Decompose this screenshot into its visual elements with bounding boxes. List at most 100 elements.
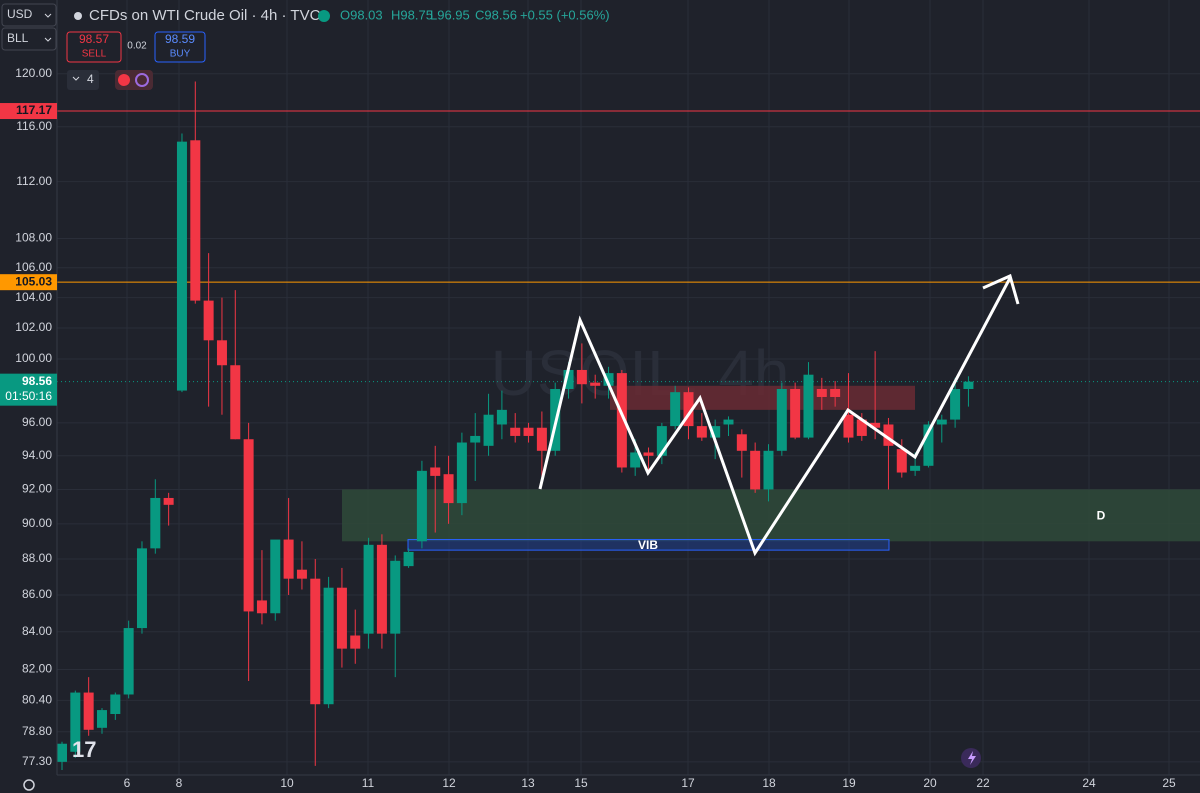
candle-body <box>96 710 107 728</box>
candle-body <box>630 452 641 468</box>
exchange: BLL <box>7 31 29 45</box>
y-tick-label: 94.00 <box>22 448 52 462</box>
price-level-badge <box>0 373 57 406</box>
countdown: 01:50:16 <box>5 389 52 403</box>
zone <box>342 489 1200 542</box>
tv-logo: 17 <box>72 737 96 762</box>
candle-body <box>510 427 521 436</box>
candle-body <box>496 409 507 425</box>
y-tick-label: 120.00 <box>15 66 52 80</box>
zone <box>610 385 915 410</box>
indicators-toggle[interactable] <box>67 70 99 90</box>
price-level-label: 105.03 <box>15 274 52 288</box>
y-tick-label: 86.00 <box>22 587 52 601</box>
candle-body <box>323 587 334 705</box>
ohlc-low: L96.95 <box>430 7 470 22</box>
sell-button[interactable] <box>66 31 122 63</box>
candle-body <box>443 474 454 504</box>
symbol-title[interactable]: CFDs on WTI Crude Oil · 4h · TVC <box>89 7 321 24</box>
candle-body <box>83 692 94 730</box>
y-tick-label: 96.00 <box>22 415 52 429</box>
price-level-label: 117.17 <box>16 103 52 117</box>
candle-body <box>256 600 267 614</box>
x-tick-label: 19 <box>842 776 856 790</box>
candle-body <box>230 365 241 440</box>
x-tick-label: 18 <box>762 776 776 790</box>
chevron <box>44 13 52 18</box>
candle-body <box>363 544 374 634</box>
annotation-arrowhead <box>982 273 1020 305</box>
candle-body <box>310 578 321 705</box>
y-tick-label: 92.00 <box>22 482 52 496</box>
candle-body <box>283 539 294 579</box>
candle-body <box>270 539 281 614</box>
candle-body <box>736 434 747 451</box>
y-tick-label: 100.00 <box>15 351 52 365</box>
candle-body <box>763 450 774 490</box>
symbol-icon <box>74 12 82 20</box>
candle-body <box>456 442 467 504</box>
candle-body <box>696 426 707 438</box>
candle-body <box>910 465 921 471</box>
candle-body <box>616 373 627 468</box>
price-level-label: 98.56 <box>22 374 52 388</box>
candle-body <box>683 392 694 427</box>
x-tick-label: 8 <box>176 776 183 790</box>
candle-body <box>776 388 787 451</box>
currency-select[interactable] <box>1 3 57 27</box>
sell-label: SELL <box>82 49 107 60</box>
candle-body <box>216 340 227 366</box>
sell-price: 98.57 <box>79 32 109 46</box>
candle-body <box>523 427 534 436</box>
zone-label: VIB <box>638 538 658 552</box>
price-level-badge <box>0 103 57 120</box>
buy-label: BUY <box>170 49 191 60</box>
candle-body <box>483 414 494 446</box>
candle-body <box>936 419 947 425</box>
y-tick-label: 116.00 <box>16 119 52 133</box>
candle-body <box>563 369 574 389</box>
y-tick-label: 102.00 <box>15 320 52 334</box>
alert-icon <box>118 74 130 86</box>
candle-body <box>843 414 854 438</box>
y-tick-label: 90.00 <box>22 516 52 530</box>
candle-body <box>963 381 974 389</box>
candle-body <box>603 373 614 386</box>
indicator-count: 4 <box>87 72 94 86</box>
chevron <box>72 76 80 81</box>
candle-body <box>883 424 894 446</box>
ohlc-high: H98.75 <box>391 7 433 22</box>
buy-price: 98.59 <box>165 32 195 46</box>
x-tick-label: 24 <box>1082 776 1096 790</box>
candle-body <box>816 388 827 397</box>
y-tick-label: 88.00 <box>22 551 52 565</box>
y-tick-label: 112.00 <box>16 174 52 188</box>
candle-body <box>430 467 441 476</box>
exchange-select[interactable] <box>1 27 57 51</box>
candle-body <box>416 470 427 542</box>
header: USD BLL CFDs on WTI Crude Oil · 4h · TVC… <box>1 3 610 90</box>
ohlc-change: +0.55 (+0.56%) <box>520 7 610 22</box>
candle-body <box>136 548 147 629</box>
candle-body <box>376 544 387 634</box>
candle-body <box>576 369 587 385</box>
zone <box>407 539 890 551</box>
x-tick-label: 17 <box>681 776 695 790</box>
candle-body <box>750 450 761 490</box>
y-tick-label: 106.00 <box>15 260 52 274</box>
candle-body <box>350 635 361 649</box>
currency: USD <box>7 7 33 21</box>
settings-icon[interactable] <box>23 779 35 791</box>
candle-body <box>403 551 414 567</box>
candle-body <box>870 422 881 428</box>
candle-body <box>536 427 547 451</box>
x-tick-label: 12 <box>442 776 456 790</box>
zone-label: D <box>1097 509 1106 523</box>
buy-button[interactable] <box>154 31 206 63</box>
candle-body <box>110 694 121 715</box>
candle-body <box>896 449 907 473</box>
market-open-icon <box>318 10 330 22</box>
y-tick-label: 108.00 <box>15 231 52 245</box>
candle-body <box>203 300 214 341</box>
